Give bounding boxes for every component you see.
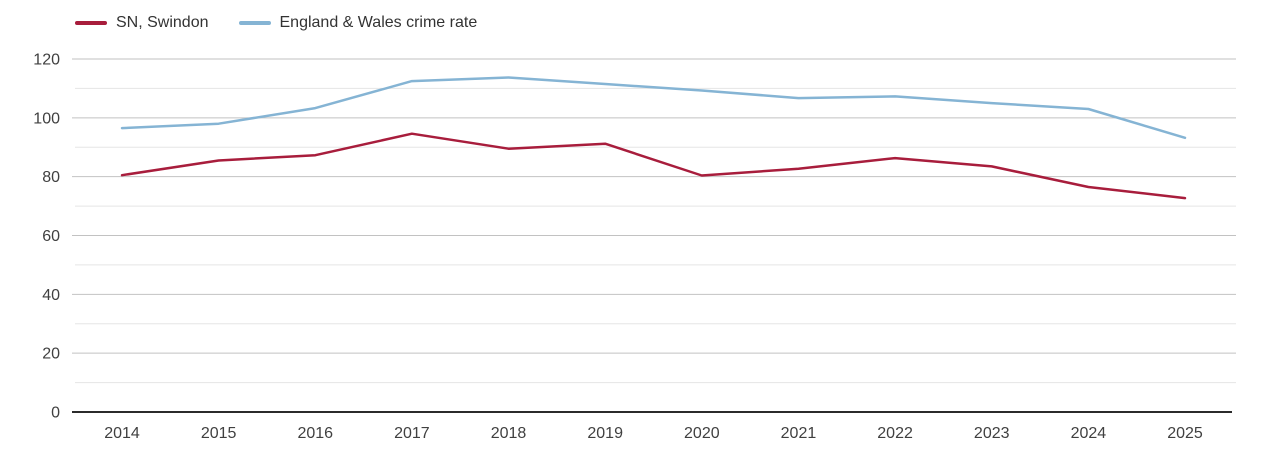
y-axis-tick-label-20: 20	[42, 346, 60, 363]
x-axis-tick-label-2020: 2020	[684, 425, 720, 442]
legend-swatch-sn-swindon	[75, 21, 107, 25]
chart-legend: SN, Swindon England & Wales crime rate	[75, 14, 477, 32]
x-axis-tick-label-2018: 2018	[491, 425, 527, 442]
x-axis-tick-label-2022: 2022	[877, 425, 913, 442]
x-axis-tick-label-2017: 2017	[394, 425, 430, 442]
x-axis-tick-label-2014: 2014	[104, 425, 140, 442]
x-axis-tick-label-2021: 2021	[781, 425, 817, 442]
y-axis-tick-label-120: 120	[33, 52, 60, 69]
y-axis-tick-label-100: 100	[33, 110, 60, 127]
legend-item-sn-swindon[interactable]: SN, Swindon	[75, 14, 209, 32]
legend-item-england-wales[interactable]: England & Wales crime rate	[238, 14, 478, 32]
legend-label-england-wales: England & Wales crime rate	[279, 14, 478, 31]
y-axis-tick-label-60: 60	[42, 228, 60, 245]
x-axis-tick-label-2024: 2024	[1071, 425, 1107, 442]
x-axis-tick-label-2019: 2019	[587, 425, 623, 442]
x-axis-tick-label-2023: 2023	[974, 425, 1010, 442]
series-line-england-wales-crime-rate	[120, 76, 1187, 140]
x-axis-tick-label-2016: 2016	[297, 425, 333, 442]
y-axis-tick-label-40: 40	[42, 287, 60, 304]
x-axis-tick-label-2015: 2015	[201, 425, 237, 442]
series-line-sn-swindon	[120, 132, 1187, 200]
y-axis-tick-label-0: 0	[51, 405, 60, 422]
x-axis-tick-label-2025: 2025	[1167, 425, 1203, 442]
legend-label-sn-swindon: SN, Swindon	[116, 14, 209, 31]
legend-swatch-england-wales	[238, 21, 271, 25]
y-axis-tick-label-80: 80	[42, 169, 60, 186]
